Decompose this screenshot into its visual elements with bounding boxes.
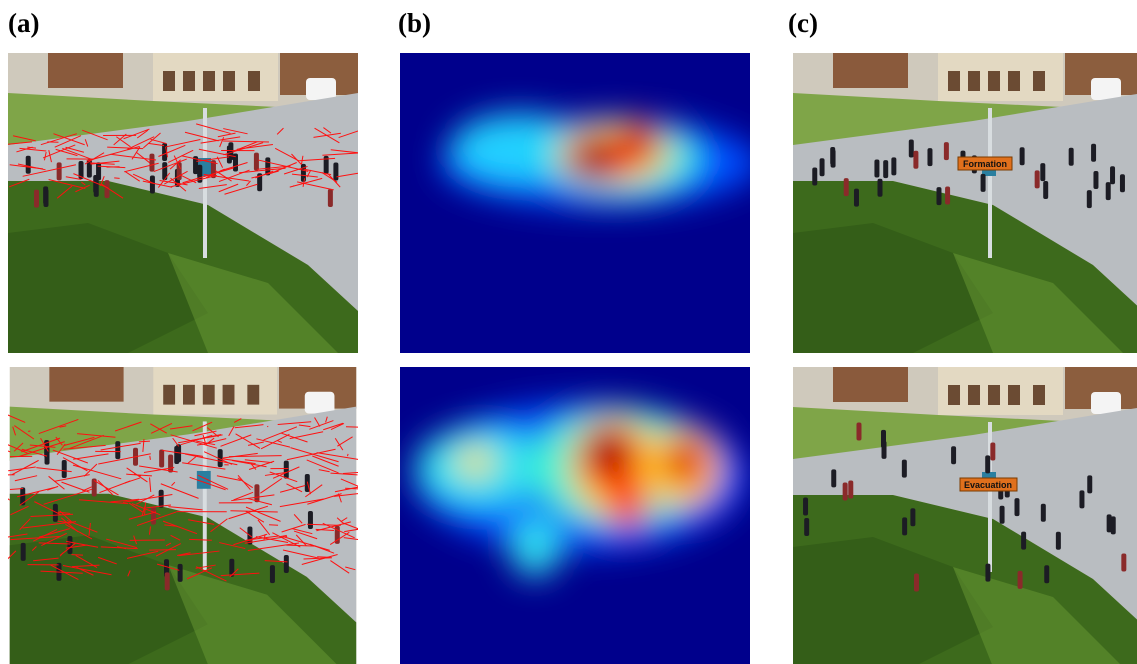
person <box>168 455 173 473</box>
person <box>856 422 861 440</box>
person <box>812 168 817 186</box>
person <box>804 518 809 536</box>
person <box>882 441 887 459</box>
person <box>1087 475 1092 493</box>
person <box>62 460 67 478</box>
person <box>831 150 836 168</box>
person <box>1044 565 1049 583</box>
person <box>913 151 918 169</box>
person <box>254 484 259 502</box>
person <box>927 148 932 166</box>
person <box>284 461 289 479</box>
track-line <box>8 493 10 500</box>
person <box>151 507 156 525</box>
person <box>902 517 907 535</box>
person <box>990 442 995 460</box>
track-line <box>139 441 150 442</box>
person <box>284 555 289 573</box>
person <box>878 179 883 197</box>
scene-image: Formation <box>793 53 1137 353</box>
panel-label: (c) <box>788 8 818 39</box>
panel-label: (b) <box>398 8 431 39</box>
person <box>1079 490 1084 508</box>
person <box>165 572 170 590</box>
person <box>159 490 164 508</box>
person <box>902 460 907 478</box>
person <box>1035 170 1040 188</box>
person <box>149 154 154 172</box>
person <box>820 158 825 176</box>
figure: (a) (b) (c) Formation Evacuation <box>0 0 1137 664</box>
person <box>1093 171 1098 189</box>
person <box>891 157 896 175</box>
person <box>1056 532 1061 550</box>
person <box>159 450 164 468</box>
person <box>910 508 915 526</box>
person <box>1110 166 1115 184</box>
person <box>843 482 848 500</box>
scene-image: Evacuation <box>793 367 1137 664</box>
annotation: Formation <box>963 159 1007 169</box>
person <box>803 498 808 516</box>
person <box>874 159 879 177</box>
scene-image <box>8 53 358 353</box>
person <box>1041 504 1046 522</box>
heatmap <box>400 367 750 664</box>
person <box>227 145 232 163</box>
person <box>909 140 914 158</box>
panel-label: (a) <box>8 8 39 39</box>
person <box>174 446 179 464</box>
person <box>1120 174 1125 192</box>
person <box>985 455 990 473</box>
person <box>270 565 275 583</box>
person <box>883 160 888 178</box>
person <box>1091 144 1096 162</box>
person <box>308 511 313 529</box>
track-line <box>150 456 151 460</box>
person <box>21 543 26 561</box>
person <box>951 446 956 464</box>
person <box>1014 498 1019 516</box>
person <box>67 536 72 554</box>
person <box>333 163 338 181</box>
person <box>94 179 99 197</box>
person <box>1040 163 1045 181</box>
track-line <box>317 557 330 558</box>
annotation: Evacuation <box>964 480 1012 490</box>
person <box>914 573 919 591</box>
person <box>1043 181 1048 199</box>
person <box>34 190 39 208</box>
person <box>301 164 306 182</box>
person <box>985 564 990 582</box>
person <box>1069 148 1074 166</box>
person <box>936 187 941 205</box>
person <box>1021 532 1026 550</box>
person <box>1121 553 1126 571</box>
person <box>178 564 183 582</box>
person <box>1020 147 1025 165</box>
person <box>945 187 950 205</box>
person <box>1018 571 1023 589</box>
person <box>1106 182 1111 200</box>
person <box>848 481 853 499</box>
person <box>1107 514 1112 532</box>
person <box>854 189 859 207</box>
person <box>26 156 31 174</box>
person <box>43 189 48 207</box>
person <box>115 441 120 459</box>
person <box>328 189 333 207</box>
track-line <box>347 454 348 456</box>
person <box>1000 506 1005 524</box>
heatmap <box>400 53 750 353</box>
person <box>254 153 259 171</box>
person <box>831 469 836 487</box>
person <box>1087 190 1092 208</box>
person <box>844 178 849 196</box>
person <box>57 162 62 180</box>
person <box>981 174 986 192</box>
person <box>229 559 234 577</box>
person <box>150 175 155 193</box>
person <box>944 142 949 160</box>
scene-image <box>8 367 358 664</box>
